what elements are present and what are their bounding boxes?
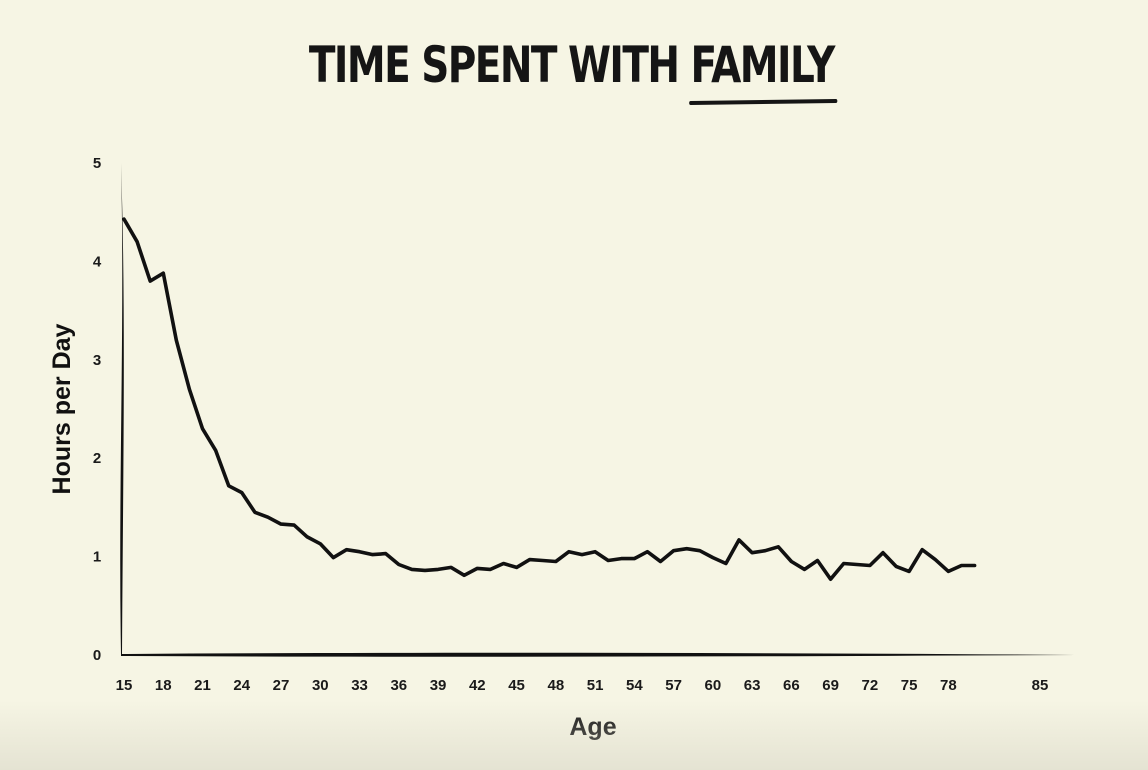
x-tick-label: 30 xyxy=(312,677,329,694)
x-tick-label: 69 xyxy=(822,677,839,694)
chart-title-prefix: TIME SPENT WITH xyxy=(308,36,691,94)
x-tick-label: 45 xyxy=(508,677,525,694)
x-tick-label: 36 xyxy=(390,677,407,694)
series-line xyxy=(122,217,977,582)
x-tick-label: 24 xyxy=(233,677,250,694)
x-tick-label: 39 xyxy=(430,677,447,694)
x-tick-label: 27 xyxy=(273,677,290,694)
y-tick-label: 0 xyxy=(93,647,101,664)
x-tick-label: 54 xyxy=(626,677,643,694)
x-tick-label: 51 xyxy=(587,677,604,694)
chart-axes xyxy=(120,163,1075,657)
x-tick-label: 72 xyxy=(862,677,879,694)
x-tick-label: 60 xyxy=(705,677,722,694)
y-tick-label: 5 xyxy=(93,155,101,172)
x-tick-label: 78 xyxy=(940,677,957,694)
y-axis-label: Hours per Day xyxy=(48,323,76,494)
x-tick-label: 15 xyxy=(116,677,133,694)
chart-series xyxy=(122,217,977,582)
x-tick-label: 18 xyxy=(155,677,172,694)
x-tick-label: 75 xyxy=(901,677,918,694)
y-tick-label: 2 xyxy=(93,450,101,467)
x-tick-labels: 15 18 21 24 27 30 33 36 39 42 45 48 51 54 57 60 63 66 69 72… xyxy=(116,677,1049,694)
x-tick-label: 85 xyxy=(1032,677,1049,694)
x-tick-label: 63 xyxy=(744,677,761,694)
chart-title: TIME SPENT WITH FAMILY xyxy=(124,40,1019,90)
x-tick-label: 48 xyxy=(547,677,564,694)
y-tick-label: 4 xyxy=(93,253,102,270)
x-tick-label: 66 xyxy=(783,677,800,694)
y-axis-line xyxy=(120,163,124,655)
x-tick-label: 57 xyxy=(665,677,682,694)
x-tick-label: 42 xyxy=(469,677,486,694)
y-tick-label: 1 xyxy=(93,549,101,566)
x-tick-label: 21 xyxy=(194,677,211,694)
chart-title-accent: FAMILY xyxy=(690,36,836,94)
x-axis-line xyxy=(121,652,1075,657)
x-tick-label: 33 xyxy=(351,677,368,694)
y-tick-labels: 0 1 2 3 4 5 xyxy=(93,155,102,664)
y-tick-label: 3 xyxy=(93,352,101,369)
x-axis-label: Age xyxy=(569,713,616,741)
